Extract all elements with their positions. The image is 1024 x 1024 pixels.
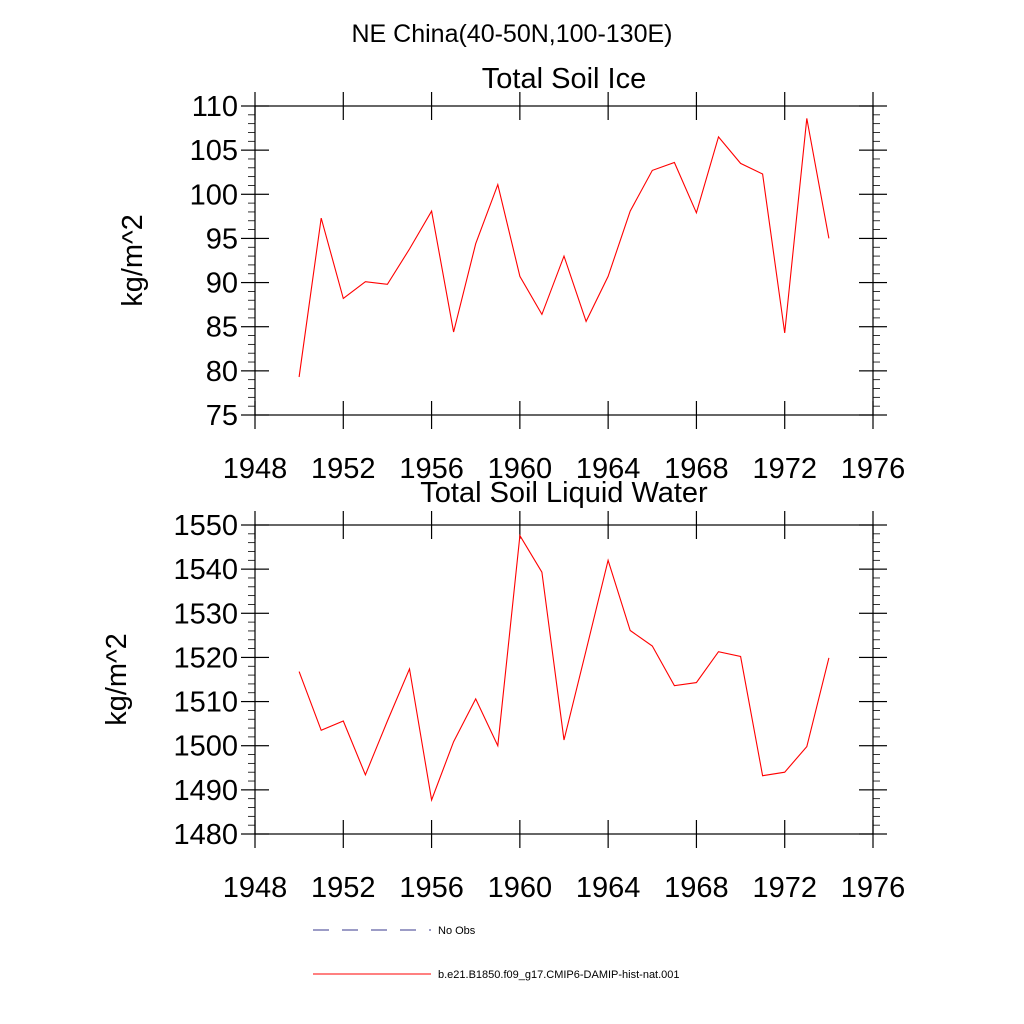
y-tick-label: 80 (206, 356, 238, 388)
y-tick-label: 1520 (173, 642, 238, 674)
x-tick-label: 1948 (223, 453, 288, 485)
x-tick-label: 1960 (488, 453, 553, 485)
x-tick-label: 1956 (399, 453, 464, 485)
plot-frame (254, 524, 874, 835)
x-tick-label: 1960 (488, 872, 553, 904)
x-tick-label: 1968 (664, 453, 729, 485)
x-tick-label: 1952 (311, 872, 376, 904)
figure-suptitle: NE China(40-50N,100-130E) (351, 20, 672, 48)
y-tick-label: 1550 (173, 510, 238, 542)
legend-label-hist-nat: b.e21.B1850.f09_g17.CMIP6-DAMIP-hist-nat… (438, 969, 680, 981)
panel-total-soil-ice: Total Soil Ice kg/m^2 1948 1952 1956 1960 1964… (117, 63, 905, 485)
chart-title: Total Soil Liquid Water (420, 477, 708, 509)
series-line (298, 533, 830, 803)
y-tick-label: 1540 (173, 554, 238, 586)
y-tick-label: 90 (206, 268, 238, 300)
x-tick-label: 1948 (223, 872, 288, 904)
y-tick-label: 1510 (173, 687, 238, 719)
x-tick-label: 1976 (841, 872, 906, 904)
y-tick-label: 110 (192, 91, 238, 123)
x-tick-label: 1976 (841, 453, 906, 485)
y-tick-label: 1480 (173, 819, 238, 851)
plot-frame (254, 105, 874, 416)
y-tick-label: 75 (206, 400, 238, 432)
y-tick-label: 1490 (173, 775, 238, 807)
y-tick-label: 1530 (173, 598, 238, 630)
y-tick-label: 1500 (173, 731, 238, 763)
legend: No Obs b.e21.B1850.f09_g17.CMIP6-DAMIP-h… (313, 925, 680, 981)
y-tick-label: 105 (190, 135, 238, 167)
series-line (298, 118, 830, 378)
x-tick-label: 1964 (576, 453, 641, 485)
y-axis-label: kg/m^2 (117, 214, 149, 307)
x-tick-label: 1972 (752, 453, 817, 485)
x-tick-label: 1952 (311, 453, 376, 485)
y-axis-label: kg/m^2 (101, 633, 133, 726)
y-tick-label: 85 (206, 312, 238, 344)
x-tick-label: 1972 (752, 872, 817, 904)
legend-label-no-obs: No Obs (438, 925, 476, 937)
panel-total-soil-liquid-water: Total Soil Liquid Water kg/m^2 1948 1952 195… (101, 477, 905, 904)
y-tick-label: 95 (206, 223, 238, 255)
y-tick-label: 100 (190, 179, 238, 211)
x-tick-label: 1968 (664, 872, 729, 904)
x-tick-label: 1964 (576, 872, 641, 904)
x-tick-label: 1956 (399, 872, 464, 904)
chart-title: Total Soil Ice (482, 63, 646, 95)
